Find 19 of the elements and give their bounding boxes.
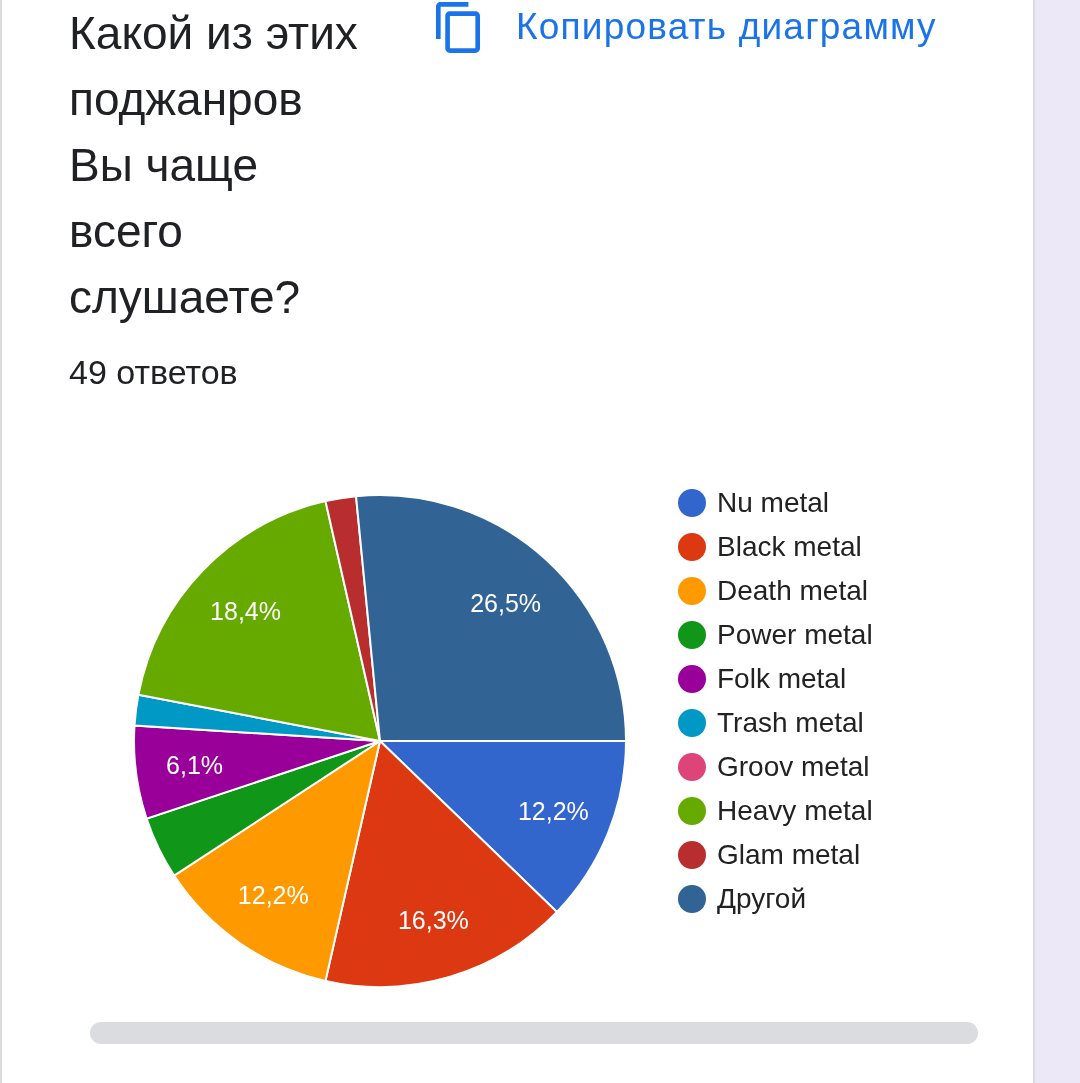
data-label: 26,5%	[470, 588, 542, 617]
data-label: 12,2%	[517, 797, 589, 826]
data-label: 16,3%	[397, 906, 469, 935]
legend-label: Folk metal	[717, 663, 847, 695]
legend-label: Heavy metal	[717, 795, 873, 827]
text: Копировать диаграмму	[516, 6, 937, 47]
data-label: 12,2%	[237, 880, 309, 909]
legend-label: Black metal	[717, 531, 862, 563]
data-label: 18,4%	[210, 597, 281, 626]
legend-label: Trash metal	[717, 707, 864, 739]
data-label: 6,1%	[166, 751, 224, 780]
legend-label: Другой	[717, 883, 807, 915]
legend-label: Groov metal	[717, 751, 870, 783]
legend-label: Glam metal	[717, 839, 861, 871]
chart-subtitle: 49 ответов	[69, 353, 238, 391]
legend-label: Death metal	[717, 575, 868, 607]
legend-label: Nu metal	[717, 487, 830, 519]
chart-title: Какой из этих поджанров Вы чаще всего слушаете?	[69, 7, 358, 323]
legend-label: Power metal	[717, 619, 873, 651]
